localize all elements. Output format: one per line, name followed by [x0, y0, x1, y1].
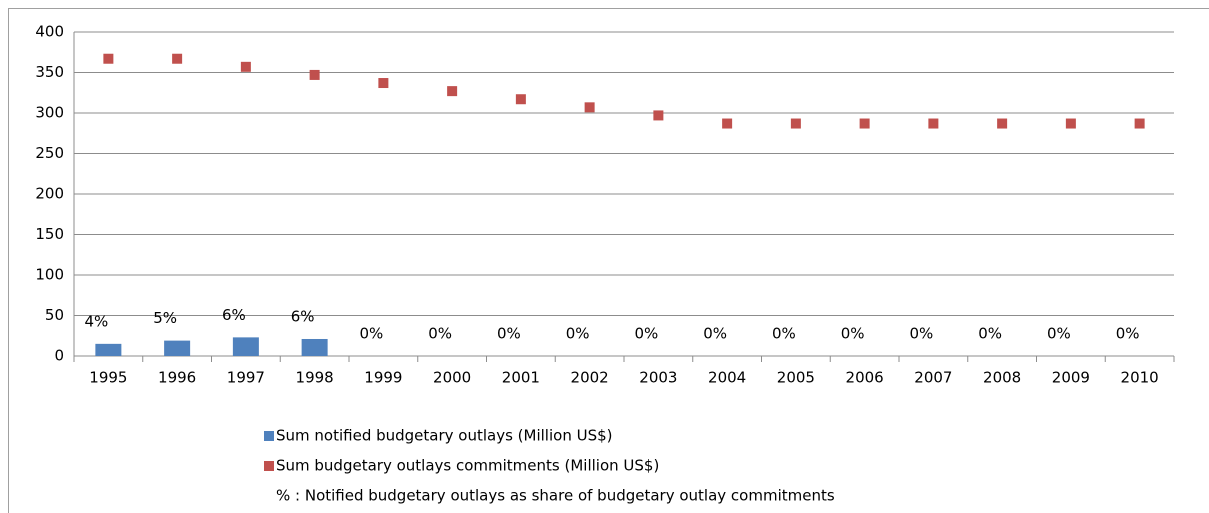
- marker: [1065, 118, 1076, 129]
- legend-swatch: [264, 461, 274, 471]
- marker: [515, 94, 526, 105]
- x-tick-label: 1998: [296, 369, 334, 387]
- y-tick-label: 50: [45, 306, 64, 324]
- data-label: 0%: [703, 325, 727, 343]
- legend-label: % : Notified budgetary outlays as share …: [276, 487, 835, 505]
- legend-label: Sum budgetary outlays commitments (Milli…: [276, 457, 659, 475]
- data-label: 0%: [1047, 325, 1071, 343]
- x-tick-label: 2004: [708, 369, 746, 387]
- y-tick-label: 150: [35, 225, 64, 243]
- data-label: 0%: [359, 325, 383, 343]
- data-label: 6%: [291, 307, 315, 325]
- x-tick-label: 2000: [433, 369, 471, 387]
- y-tick-label: 250: [35, 144, 64, 162]
- marker: [584, 102, 595, 113]
- data-label: 0%: [634, 325, 658, 343]
- marker: [240, 61, 251, 72]
- bar: [301, 338, 328, 356]
- legend-label: Sum notified budgetary outlays (Million …: [276, 427, 613, 445]
- x-tick-label: 2010: [1121, 369, 1159, 387]
- data-label: 0%: [978, 325, 1002, 343]
- x-tick-label: 2009: [1052, 369, 1090, 387]
- marker: [378, 78, 389, 89]
- marker: [790, 118, 801, 129]
- marker: [447, 86, 458, 97]
- marker: [997, 118, 1008, 129]
- marker: [859, 118, 870, 129]
- x-tick-label: 2007: [914, 369, 952, 387]
- chart-border: [8, 8, 1209, 513]
- x-tick-label: 2008: [983, 369, 1021, 387]
- marker: [653, 110, 664, 121]
- marker: [928, 118, 939, 129]
- data-label: 0%: [841, 325, 865, 343]
- data-label: 0%: [772, 325, 796, 343]
- y-tick-label: 350: [35, 63, 64, 81]
- y-tick-label: 300: [35, 104, 64, 122]
- y-tick-label: 400: [35, 23, 64, 41]
- x-tick-label: 2001: [502, 369, 540, 387]
- bar: [164, 340, 191, 356]
- marker: [309, 69, 320, 80]
- bar: [232, 337, 259, 356]
- x-tick-label: 2003: [639, 369, 677, 387]
- data-label: 0%: [909, 325, 933, 343]
- x-tick-label: 2006: [846, 369, 884, 387]
- y-tick-label: 0: [54, 347, 64, 365]
- x-tick-label: 1996: [158, 369, 196, 387]
- x-tick-label: 2002: [571, 369, 609, 387]
- data-label: 5%: [153, 309, 177, 327]
- y-tick-label: 100: [35, 266, 64, 284]
- marker: [722, 118, 733, 129]
- y-tick-label: 200: [35, 185, 64, 203]
- marker: [1134, 118, 1145, 129]
- marker: [103, 53, 114, 64]
- data-label: 0%: [1116, 325, 1140, 343]
- data-label: 6%: [222, 306, 246, 324]
- marker: [172, 53, 183, 64]
- legend-swatch: [264, 431, 274, 441]
- bar: [95, 343, 122, 356]
- x-tick-label: 1999: [364, 369, 402, 387]
- x-tick-label: 2005: [777, 369, 815, 387]
- data-label: 0%: [497, 325, 521, 343]
- data-label: 4%: [84, 312, 108, 330]
- x-tick-label: 1997: [227, 369, 265, 387]
- x-tick-label: 1995: [89, 369, 127, 387]
- data-label: 0%: [428, 325, 452, 343]
- data-label: 0%: [566, 325, 590, 343]
